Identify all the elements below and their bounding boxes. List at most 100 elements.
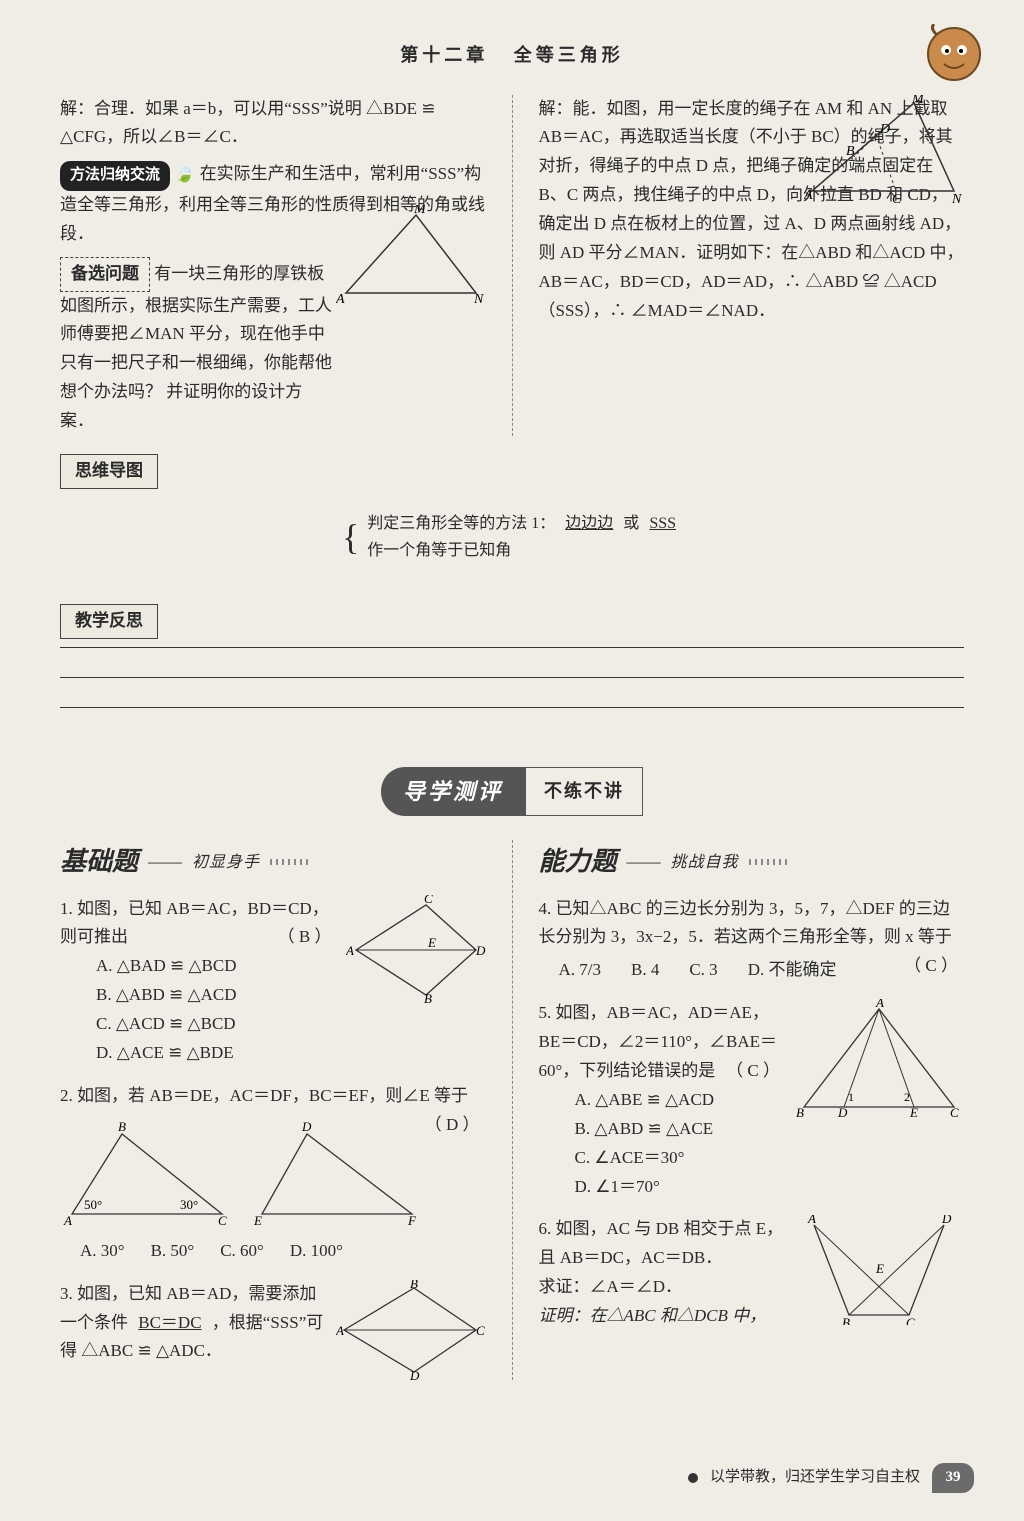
svg-text:E: E [909, 1105, 918, 1119]
q2-opt-d: D. 100° [290, 1237, 343, 1266]
sol-p1: 解：合理．如果 a＝b，可以用“SSS”说明 △BDE ≌ △CFG，所以∠B＝… [60, 95, 486, 153]
svg-text:E: E [253, 1213, 262, 1228]
q1-fig: A B C D E [346, 895, 486, 1005]
svg-text:D: D [301, 1119, 312, 1134]
svg-text:C: C [476, 1323, 485, 1338]
svg-text:A: A [336, 1323, 344, 1338]
question-6: A D B C E 6. 如图，AC 与 DB 相交于点 E，且 AB＝DC，A… [539, 1215, 965, 1331]
svg-text:D: D [837, 1105, 848, 1119]
chapter-header: 第十二章 全等三角形 [60, 40, 964, 71]
assessment-banner: 导学测评 不练不讲 [60, 767, 964, 816]
top-left-col: 解：合理．如果 a＝b，可以用“SSS”说明 △BDE ≌ △CFG，所以∠B＝… [60, 95, 486, 436]
q5-fig: A B D E C 1 2 [794, 999, 964, 1119]
q4-opt-a: A. 7/3 [559, 956, 602, 985]
q4-opt-d: D. 不能确定 [748, 956, 837, 985]
svg-text:A: A [346, 943, 354, 958]
svg-text:E: E [875, 1261, 884, 1276]
svg-text:30°: 30° [180, 1197, 198, 1212]
q4-answer: （ C ） [904, 952, 958, 981]
svg-text:2: 2 [904, 1090, 910, 1104]
svg-text:M: M [911, 95, 925, 107]
triangle-man-fig: M A N [336, 205, 486, 305]
rule-line [60, 647, 964, 677]
svg-text:A: A [807, 1215, 816, 1226]
svg-text:N: N [473, 292, 484, 305]
mindmap-line2: 作一个角等于已知角 [367, 542, 511, 559]
rule-line [60, 677, 964, 707]
svg-text:D: D [879, 122, 890, 137]
brace-icon: { [342, 507, 359, 568]
svg-text:C: C [424, 895, 433, 906]
mindmap-line1: 判定三角形全等的方法 1： 边边边 或 SSS [367, 515, 682, 532]
chapter-title: 全等三角形 [514, 45, 624, 65]
svg-text:A: A [875, 999, 884, 1010]
triangle-abdc-fig: M B D A C N [804, 95, 964, 205]
svg-text:B: B [796, 1105, 804, 1119]
q1-opt-c: C. △ACD ≌ △BCD [96, 1010, 486, 1039]
ability-col: 能力题 —— 挑战自我 4. 已知△ABC 的三边长分别为 3，5，7，△DEF… [539, 840, 965, 1380]
heading-tail-icon [270, 859, 310, 865]
svg-text:B: B [842, 1315, 850, 1325]
svg-text:B: B [118, 1119, 126, 1134]
svg-text:C: C [950, 1105, 959, 1119]
svg-text:M: M [413, 205, 427, 217]
banner-main: 导学测评 [381, 767, 525, 816]
svg-text:C: C [892, 192, 902, 205]
svg-text:B: B [410, 1280, 418, 1291]
top-right-col: M B D A C N 解：能．如图，用一定长度的绳子在 AM 和 AN 上截取… [539, 95, 965, 436]
top-columns: 解：合理．如果 a＝b，可以用“SSS”说明 △BDE ≌ △CFG，所以∠B＝… [60, 95, 964, 436]
q4-opt-c: C. 3 [689, 956, 717, 985]
q4-opt-b: B. 4 [631, 956, 659, 985]
leaf-icon: 🍃 [174, 164, 195, 183]
svg-text:A: A [63, 1213, 72, 1228]
svg-text:A: A [804, 188, 813, 203]
rule-line [60, 707, 964, 737]
svg-text:B: B [846, 144, 855, 159]
bullet-icon [688, 1473, 698, 1483]
svg-text:C: C [906, 1315, 915, 1325]
svg-text:B: B [424, 991, 432, 1005]
question-4: 4. 已知△ABC 的三边长分别为 3，5，7，△DEF 的三边长分别为 3，3… [539, 895, 965, 986]
q1-answer: （ B ） [278, 923, 332, 952]
svg-text:D: D [475, 943, 486, 958]
banner-sub: 不练不讲 [525, 767, 643, 816]
q6-fig: A D B C E [794, 1215, 964, 1325]
question-1: A B C D E 1. 如图，已知 AB＝AC，BD＝CD，则可推出 （ B … [60, 895, 486, 1068]
q5-opt-c: C. ∠ACE＝30° [575, 1144, 965, 1173]
question-5: A B D E C 1 2 5. 如图，AB＝AC，AD＝AE，BE＝CD，∠2… [539, 999, 965, 1201]
svg-text:50°: 50° [84, 1197, 102, 1212]
q2-answer: （ D ） [425, 1111, 480, 1140]
svg-text:A: A [336, 292, 345, 305]
q3-fig: A B C D [336, 1280, 486, 1380]
mascot-icon [924, 24, 984, 84]
column-divider [512, 95, 513, 436]
svg-text:C: C [218, 1213, 227, 1228]
page-footer: 以学带教，归还学生学习自主权 39 [688, 1463, 974, 1493]
q2-opt-a: A. 30° [80, 1237, 125, 1266]
question-2: 2. 如图，若 AB＝DE，AC＝DF，BC＝EF，则∠E 等于 （ D ） A… [60, 1082, 486, 1266]
svg-text:D: D [409, 1368, 420, 1380]
q2-fig-right: E D F [252, 1119, 422, 1229]
footer-motto: 以学带教，归还学生学习自主权 [710, 1465, 920, 1491]
q2-opt-b: B. 50° [151, 1237, 195, 1266]
question-3: A B C D 3. 如图，已知 AB＝AD，需要添加一个条件 BC＝DC ，根… [60, 1280, 486, 1367]
column-divider [512, 840, 513, 1380]
svg-text:F: F [407, 1213, 417, 1228]
svg-text:1: 1 [848, 1090, 854, 1104]
q3-blank: BC＝DC [132, 1313, 207, 1332]
ability-heading: 能力题 —— 挑战自我 [539, 840, 965, 884]
svg-text:N: N [951, 192, 962, 205]
method-label: 方法归纳交流 [60, 161, 170, 191]
svg-text:D: D [941, 1215, 952, 1226]
mindmap-label: 思维导图 [60, 454, 158, 489]
basic-heading: 基础题 —— 初显身手 [60, 840, 486, 884]
questions-columns: 基础题 —— 初显身手 A B C D E 1. 如图，已知 AB＝AC，BD＝… [60, 840, 964, 1380]
q2-opt-c: C. 60° [220, 1237, 264, 1266]
chapter-num: 第十二章 [400, 45, 488, 65]
basic-col: 基础题 —— 初显身手 A B C D E 1. 如图，已知 AB＝AC，BD＝… [60, 840, 486, 1380]
mindmap-content: { 判定三角形全等的方法 1： 边边边 或 SSS 作一个角等于已知角 [60, 507, 964, 568]
q5-answer: （ C ） [726, 1057, 780, 1086]
optional-label: 备选问题 [60, 257, 150, 292]
q5-opt-d: D. ∠1＝70° [575, 1173, 965, 1202]
reflect-label: 教学反思 [60, 604, 158, 639]
